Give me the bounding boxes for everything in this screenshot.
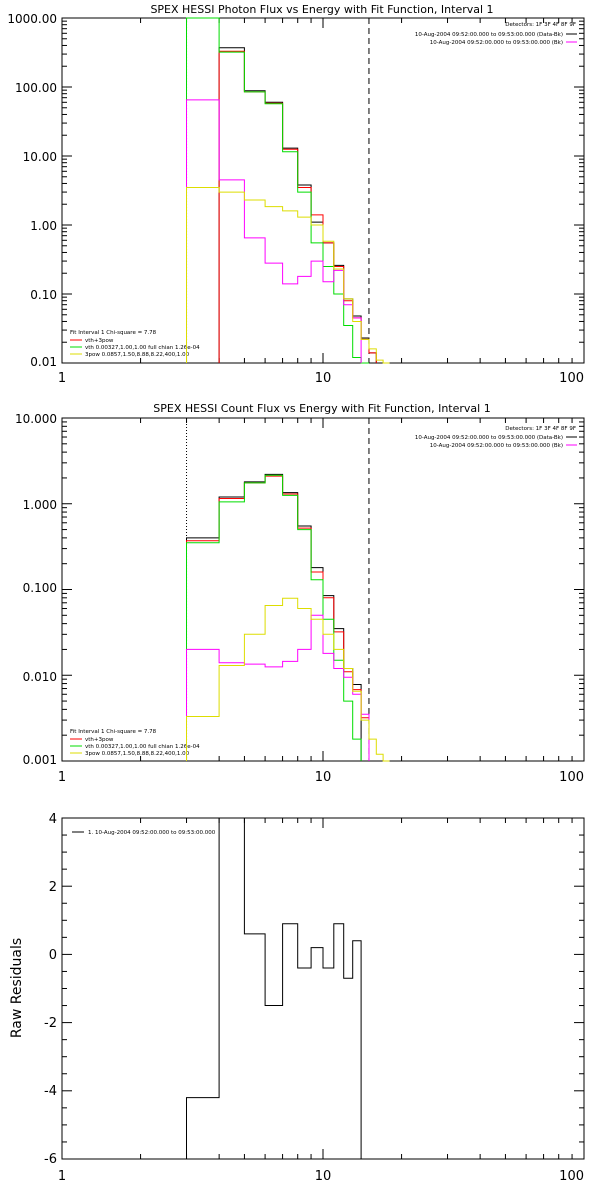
count-flux-detectors-label: Detectors: 1F 3F 4F 8F 9F (505, 426, 576, 432)
photon-flux-series-4 (186, 187, 390, 364)
count-flux-series-4 (186, 597, 390, 762)
residuals-ytick-label: -4 (44, 1084, 57, 1099)
photon-flux-top-legend: Detectors: 1F 3F 4F 8F 9F 10-Aug-2004 09… (415, 22, 577, 46)
count-flux-series-2 (186, 474, 362, 761)
photon-flux-data-bk-label: 10-Aug-2004 09:52:00.000 to 09:53:00.000… (415, 32, 563, 38)
residuals-axes (61, 817, 585, 1160)
photon-flux-series-3 (186, 99, 362, 363)
count-flux-series-3 (186, 614, 370, 761)
residuals-xtick-label: 10 (315, 1169, 332, 1184)
count-flux-ytick-label: 0.010 (23, 670, 57, 684)
count-flux-plot: SPEX HESSI Count Flux vs Energy with Fit… (15, 402, 585, 785)
residuals-plot: Raw Residuals -6 -4 -2 0 2 4 1 10 100 1.… (9, 812, 585, 1184)
count-flux-fit-interval-label: Fit Interval 1 Chi-square = 7.78 (70, 729, 157, 735)
count-flux-ytick-label: 0.100 (23, 581, 57, 595)
count-flux-thermal-label: vth 0.00327,1.00,1.00 full chian 1.26e-0… (85, 744, 200, 750)
photon-flux-title: SPEX HESSI Photon Flux vs Energy with Fi… (150, 3, 493, 16)
photon-flux-power-label: 3pow 0.0857,1.50,8.88,8.22,400,1.00 (85, 352, 190, 358)
residuals-ytick-label: 0 (49, 948, 57, 963)
residuals-ytick-label: 2 (49, 880, 57, 895)
photon-flux-plot: SPEX HESSI Photon Flux vs Energy with Fi… (7, 3, 585, 386)
photon-flux-total-label: vth+3pow (85, 338, 114, 344)
count-flux-ytick-label: 0.001 (23, 753, 57, 767)
photon-flux-ytick-label: 0.10 (30, 288, 57, 302)
residuals-ytick-label: 4 (49, 812, 57, 827)
photon-flux-ytick-label: 1.00 (30, 219, 57, 233)
photon-flux-series-2 (186, 17, 369, 364)
residuals-series-0 (186, 817, 362, 1159)
photon-flux-fit-interval-label: Fit Interval 1 Chi-square = 7.78 (70, 330, 157, 336)
photon-flux-axes (61, 17, 585, 364)
photon-flux-ytick-label: 0.01 (30, 355, 57, 369)
photon-flux-bk-label: 10-Aug-2004 09:52:00.000 to 09:53:00.000… (430, 40, 563, 46)
count-flux-bk-label: 10-Aug-2004 09:52:00.000 to 09:53:00.000… (430, 443, 563, 449)
count-flux-ytick-label: 10.000 (15, 412, 57, 426)
count-flux-fit-legend: Fit Interval 1 Chi-square = 7.78 vth+3po… (70, 729, 200, 757)
count-flux-power-label: 3pow 0.0857,1.50,8.88,8.22,400,1.00 (85, 751, 190, 757)
count-flux-xtick-label: 10 (315, 770, 332, 785)
count-flux-xtick-label: 1 (58, 770, 66, 785)
photon-flux-ytick-label: 100.00 (15, 81, 57, 95)
photon-flux-xtick-label: 10 (315, 371, 332, 386)
count-flux-xtick-label: 100 (559, 770, 584, 785)
photon-flux-thermal-label: vth 0.00327,1.00,1.00 full chian 1.26e-0… (85, 345, 200, 351)
residuals-legend-label: 1. 10-Aug-2004 09:52:00.000 to 09:53:00.… (88, 830, 216, 836)
count-flux-ytick-label: 1.000 (23, 498, 57, 512)
photon-flux-xtick-label: 1 (58, 371, 66, 386)
residuals-legend: 1. 10-Aug-2004 09:52:00.000 to 09:53:00.… (72, 830, 216, 836)
count-flux-series-0 (186, 473, 362, 761)
count-flux-top-legend: Detectors: 1F 3F 4F 8F 9F 10-Aug-2004 09… (415, 426, 577, 449)
photon-flux-ytick-label: 10.00 (23, 150, 57, 164)
residuals-ylabel: Raw Residuals (9, 938, 25, 1038)
residuals-xtick-label: 100 (559, 1169, 584, 1184)
photon-flux-xtick-label: 100 (559, 371, 584, 386)
photon-flux-ytick-label: 1000.00 (7, 12, 57, 26)
count-flux-data-bk-label: 10-Aug-2004 09:52:00.000 to 09:53:00.000… (415, 435, 563, 441)
photon-flux-fit-legend: Fit Interval 1 Chi-square = 7.78 vth+3po… (70, 330, 200, 358)
count-flux-title: SPEX HESSI Count Flux vs Energy with Fit… (153, 402, 490, 415)
residuals-xtick-label: 1 (58, 1169, 66, 1184)
count-flux-series-1 (186, 475, 370, 761)
count-flux-total-label: vth+3pow (85, 737, 114, 743)
residuals-ytick-label: -2 (44, 1016, 57, 1031)
photon-flux-detectors-label: Detectors: 1F 3F 4F 8F 9F (505, 22, 576, 28)
residuals-ytick-label: -6 (44, 1152, 57, 1167)
